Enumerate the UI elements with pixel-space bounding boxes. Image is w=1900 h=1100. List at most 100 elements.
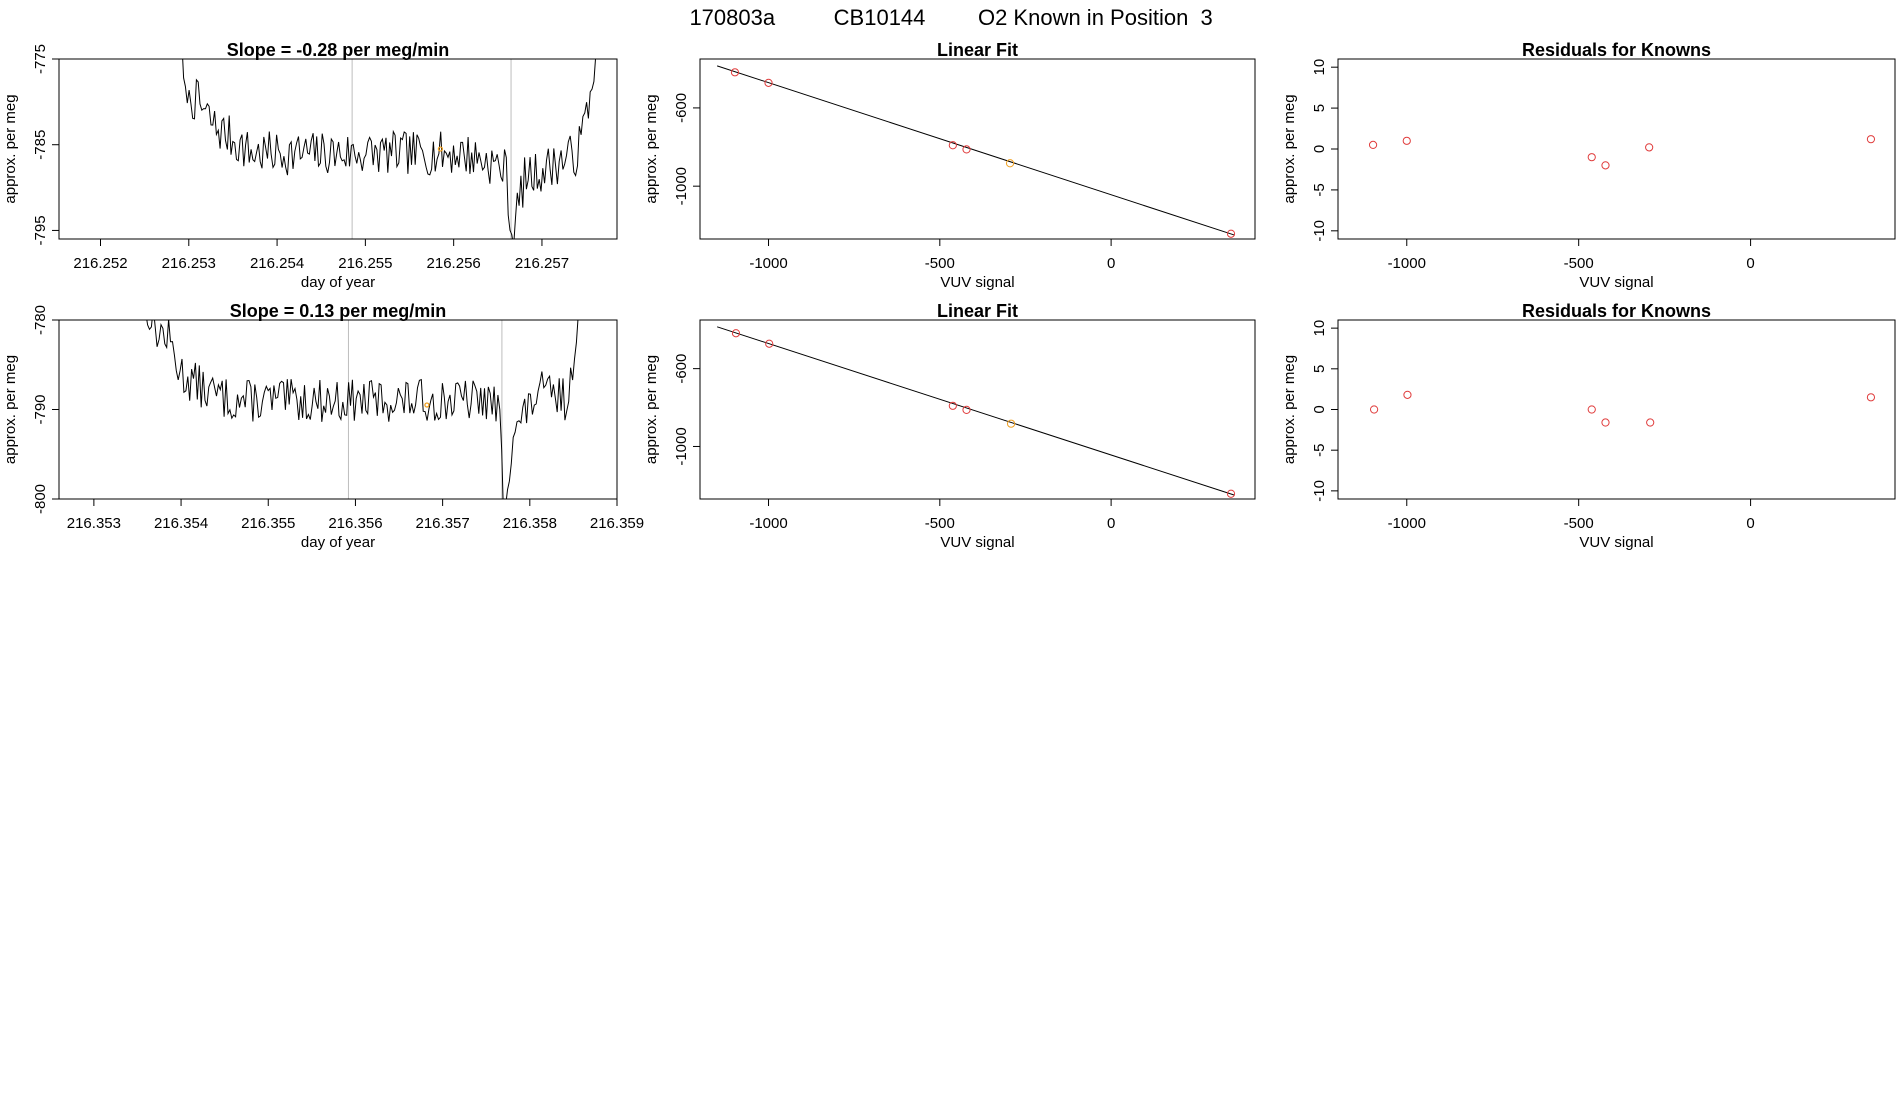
- x-tick-label: 0: [1107, 515, 1115, 532]
- data-point: [962, 405, 971, 414]
- data-point: [1587, 153, 1596, 162]
- plot-area: [716, 65, 1236, 238]
- data-point: [1866, 135, 1876, 144]
- y-axis-label: approx. per meg: [1281, 94, 1298, 203]
- data-point: [948, 141, 957, 150]
- x-tick-label: 216.358: [503, 515, 557, 532]
- panel-res1: -1000 -500 0 -10 -5 0 5 10 Residuals for Knowns V…: [1281, 40, 1896, 291]
- y-tick-label: 10: [1311, 320, 1328, 337]
- x-axis-label: VUV signal: [940, 274, 1014, 291]
- x-tick-label: -1000: [749, 255, 787, 272]
- x-tick-label: -1000: [1388, 515, 1426, 532]
- data-point: [1646, 418, 1655, 427]
- x-tick-label: -500: [1564, 255, 1594, 272]
- panel-res2: -1000 -500 0 -10 -5 0 5 10 Residuals for Knowns V…: [1281, 301, 1896, 551]
- x-tick-label: -500: [925, 255, 955, 272]
- y-axis-label: approx. per meg: [2, 355, 19, 464]
- x-tick-label: 0: [1746, 515, 1754, 532]
- y-tick-label: -790: [32, 394, 49, 424]
- data-series-line: [182, 59, 596, 239]
- y-tick-label: -10: [1311, 220, 1328, 242]
- data-point: [1402, 136, 1411, 145]
- x-tick-label: 216.252: [73, 255, 127, 272]
- panel-title: Linear Fit: [937, 301, 1018, 321]
- x-tick-label: 0: [1746, 255, 1754, 272]
- plot-area: [182, 59, 596, 239]
- x-tick-label: 216.359: [590, 515, 644, 532]
- data-point: [1370, 405, 1379, 414]
- x-axis-label: day of year: [301, 534, 375, 551]
- fit-line: [716, 326, 1235, 496]
- x-tick-label: 216.255: [338, 255, 392, 272]
- x-tick-label: -500: [1564, 515, 1594, 532]
- panels: 216.252 216.253 216.254 216.255 216.256 216.2…: [2, 40, 1896, 551]
- plot-frame: [1337, 58, 1896, 240]
- panel-title: Linear Fit: [937, 40, 1018, 60]
- y-axis-label: approx. per meg: [643, 355, 660, 464]
- y-axis-label: approx. per meg: [643, 94, 660, 203]
- x-tick-label: 216.353: [67, 515, 121, 532]
- x-tick-label: 216.256: [427, 255, 481, 272]
- y-tick-label: 5: [1311, 104, 1328, 112]
- data-point: [1006, 419, 1016, 428]
- current-sample-marker: [424, 402, 430, 408]
- x-axis-label: VUV signal: [1579, 274, 1653, 291]
- data-point: [962, 145, 971, 154]
- plot-frame: [1337, 319, 1896, 500]
- x-tick-label: 216.354: [154, 515, 208, 532]
- plot-frame: [58, 58, 618, 240]
- data-series-line: [146, 320, 579, 499]
- data-point: [730, 68, 740, 77]
- y-axis-label: approx. per meg: [2, 94, 19, 203]
- panel-title: Residuals for Knowns: [1522, 301, 1711, 321]
- plot-frame: [699, 319, 1256, 500]
- known-description: O2 Known in Position 3: [978, 5, 1213, 30]
- y-tick-label: -5: [1311, 183, 1328, 196]
- data-point: [1226, 489, 1236, 498]
- x-tick-label: 216.357: [416, 515, 470, 532]
- plot-area: [1368, 135, 1876, 170]
- panel-fit2: -1000 -500 0 -1000 -600 Linear Fit VUV signal a…: [643, 301, 1256, 551]
- x-tick-label: 216.356: [328, 515, 382, 532]
- run-id: 170803a: [689, 5, 775, 30]
- x-tick-label: 216.355: [241, 515, 295, 532]
- x-axis-label: day of year: [301, 274, 375, 291]
- x-tick-label: -1000: [1388, 255, 1426, 272]
- panel-title: Slope = -0.28 per meg/min: [227, 40, 450, 60]
- y-tick-label: -600: [673, 93, 690, 123]
- x-tick-label: 216.253: [162, 255, 216, 272]
- data-point: [1601, 418, 1610, 427]
- data-point: [1645, 143, 1654, 152]
- y-tick-label: 0: [1311, 405, 1328, 413]
- x-tick-label: -500: [925, 515, 955, 532]
- current-sample-marker: [437, 146, 444, 152]
- x-tick-label: 216.254: [250, 255, 304, 272]
- data-point: [1403, 390, 1412, 399]
- y-tick-label: -1000: [673, 427, 690, 465]
- y-tick-label: -1000: [673, 167, 690, 205]
- plot-area: [716, 326, 1236, 498]
- x-tick-label: -1000: [749, 515, 787, 532]
- y-tick-label: 0: [1311, 145, 1328, 153]
- plot-area: [146, 320, 579, 499]
- y-tick-label: -775: [32, 44, 49, 74]
- y-tick-label: -780: [32, 305, 49, 335]
- y-tick-label: -800: [32, 484, 49, 514]
- data-point: [1601, 161, 1610, 170]
- data-point: [765, 339, 774, 348]
- data-point: [1866, 393, 1876, 402]
- panel-ts1: 216.252 216.253 216.254 216.255 216.256 216.2…: [2, 40, 618, 291]
- data-point: [764, 78, 773, 87]
- y-tick-label: -795: [32, 215, 49, 245]
- data-point: [1368, 140, 1378, 150]
- data-point: [1587, 405, 1596, 414]
- data-point: [731, 329, 741, 338]
- y-tick-label: -5: [1311, 444, 1328, 457]
- y-tick-label: -785: [32, 130, 49, 160]
- y-tick-label: -600: [673, 354, 690, 384]
- x-tick-label: 216.257: [515, 255, 569, 272]
- panel-title: Slope = 0.13 per meg/min: [230, 301, 447, 321]
- x-tick-label: 0: [1107, 255, 1115, 272]
- panel-fit1: -1000 -500 0 -1000 -600 Linear Fit VUV signal a…: [643, 40, 1256, 291]
